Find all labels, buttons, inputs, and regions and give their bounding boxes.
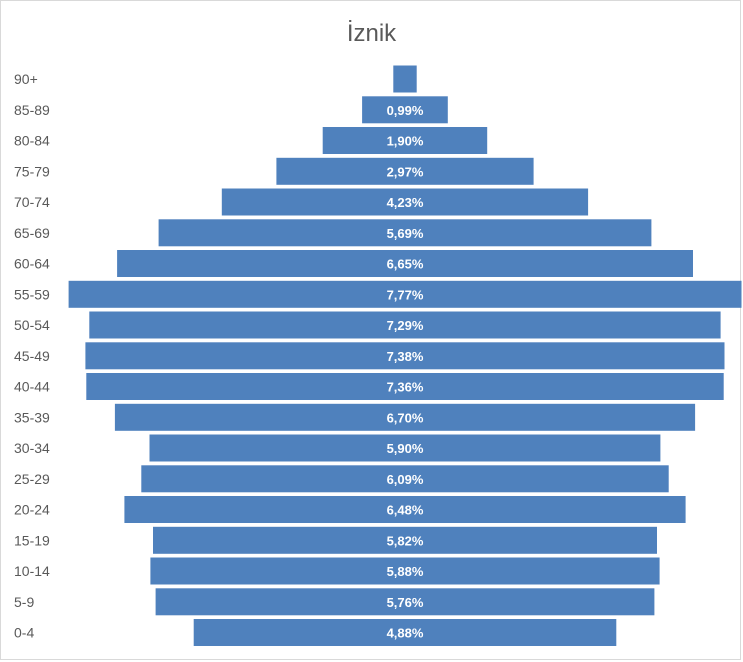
data-label: 1,90% <box>387 134 424 149</box>
y-tick-label: 40-44 <box>14 379 50 395</box>
data-label: 4,23% <box>387 195 424 210</box>
y-tick-label: 60-64 <box>14 256 50 272</box>
bar-80-84 <box>322 127 488 154</box>
bar-60-64 <box>117 250 694 277</box>
bar-35-39 <box>114 403 696 431</box>
data-label: 6,70% <box>387 410 424 425</box>
data-label: 6,09% <box>387 472 424 487</box>
y-tick-label: 25-29 <box>14 471 50 487</box>
data-label: 7,36% <box>387 380 424 395</box>
bar-0-4 <box>193 619 617 646</box>
bar-15-19 <box>153 526 657 554</box>
bar-20-24 <box>124 496 686 523</box>
data-label: 5,76% <box>387 595 424 610</box>
chart-title: İznik <box>346 20 397 47</box>
data-label: 6,65% <box>387 257 424 272</box>
y-tick-label: 70-74 <box>14 194 50 210</box>
y-tick-label: 75-79 <box>14 163 50 179</box>
y-tick-label: 35-39 <box>14 409 50 425</box>
data-label: 7,38% <box>387 349 424 364</box>
bar-45-49 <box>85 342 725 370</box>
data-label: 5,88% <box>387 564 424 579</box>
data-label: 5,90% <box>387 441 424 456</box>
bar-50-54 <box>89 311 721 339</box>
y-tick-label: 65-69 <box>14 225 50 241</box>
y-tick-label: 5-9 <box>14 594 34 610</box>
y-tick-label: 45-49 <box>14 348 50 364</box>
data-label: 4,88% <box>387 626 424 641</box>
data-label: 0,99% <box>387 103 424 118</box>
bar-5-9 <box>155 588 655 616</box>
data-label: 7,29% <box>387 318 424 333</box>
y-tick-label: 20-24 <box>14 502 50 518</box>
y-tick-label: 55-59 <box>14 286 50 302</box>
y-tick-label: 50-54 <box>14 317 50 333</box>
bar-85-89 <box>362 96 448 124</box>
bar-25-29 <box>141 465 669 493</box>
bar-10-14 <box>150 557 660 585</box>
bar-40-44 <box>86 373 724 400</box>
data-label: 7,77% <box>387 287 424 302</box>
bar-55-59 <box>68 280 742 308</box>
y-tick-label: 80-84 <box>14 133 50 149</box>
y-tick-label: 10-14 <box>14 563 50 579</box>
bar-70-74 <box>221 188 589 216</box>
y-tick-label: 0-4 <box>14 625 34 641</box>
data-label: 5,82% <box>387 533 424 548</box>
y-tick-label: 85-89 <box>14 102 50 118</box>
bar-90+ <box>393 65 417 93</box>
data-label: 6,48% <box>387 503 424 518</box>
y-tick-label: 15-19 <box>14 532 50 548</box>
bar-65-69 <box>158 219 652 247</box>
y-tick-label: 30-34 <box>14 440 50 456</box>
y-tick-label: 90+ <box>14 71 38 87</box>
data-label: 5,69% <box>387 226 424 241</box>
data-label: 2,97% <box>387 164 424 179</box>
bar-75-79 <box>276 157 534 185</box>
bar-30-34 <box>149 434 661 462</box>
